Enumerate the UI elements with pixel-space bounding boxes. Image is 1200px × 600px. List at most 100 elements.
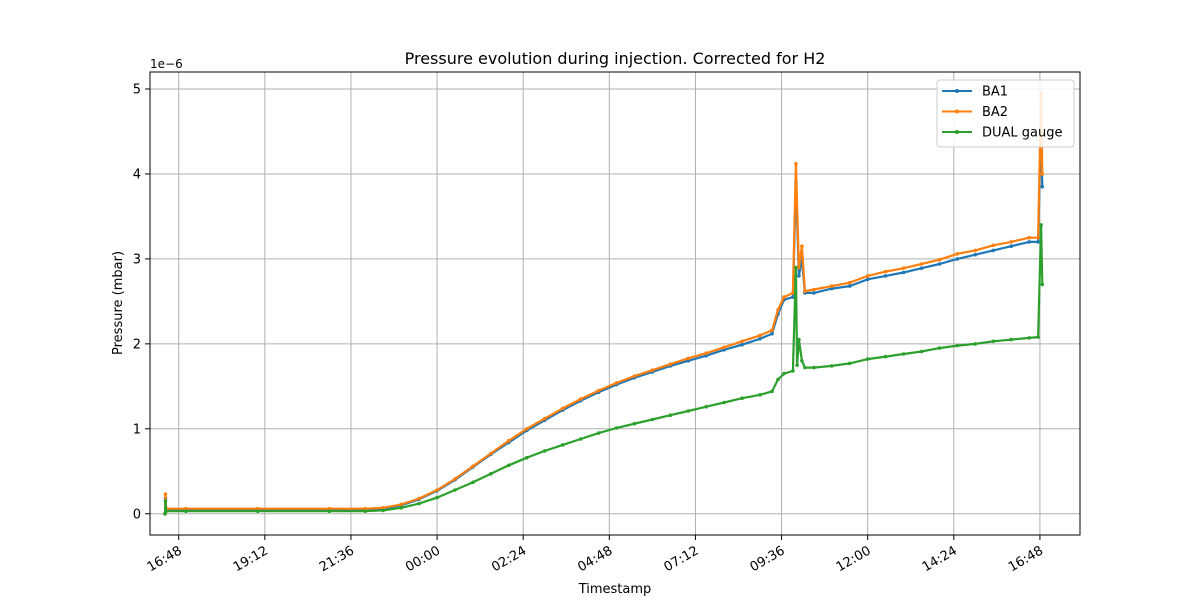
data-point: [1036, 240, 1040, 244]
data-point: [507, 463, 511, 468]
data-point: [632, 421, 637, 426]
data-point: [668, 413, 673, 418]
data-point: [542, 449, 547, 453]
data-point: [489, 451, 493, 456]
data-point: [740, 339, 744, 344]
data-point: [327, 509, 332, 513]
data-point: [758, 393, 762, 397]
legend-marker: [955, 130, 959, 134]
data-point: [973, 342, 978, 346]
data-point: [803, 365, 807, 370]
data-point: [847, 361, 852, 366]
data-point: [435, 488, 439, 492]
data-point: [614, 426, 619, 430]
data-point: [525, 455, 529, 460]
y-tick-label: 4: [133, 167, 141, 182]
legend: BA1 BA2 DUAL gauge: [936, 79, 1075, 148]
series-line: [163, 223, 1044, 514]
data-point: [865, 274, 870, 278]
data-point: [650, 368, 655, 373]
data-point: [363, 509, 368, 513]
data-point: [776, 377, 780, 382]
data-point: [399, 502, 404, 507]
y-tick-label: 1: [133, 422, 141, 437]
data-point: [812, 365, 816, 370]
data-point: [686, 356, 691, 361]
data-point: [740, 396, 744, 401]
data-point: [794, 162, 798, 166]
data-point: [1036, 335, 1040, 339]
data-point: [163, 499, 168, 503]
data-point: [1009, 240, 1013, 244]
data-point: [255, 506, 260, 511]
data-point: [791, 369, 795, 373]
data-point: [782, 371, 786, 376]
data-point: [596, 431, 601, 435]
data-point: [184, 509, 188, 513]
data-point: [883, 354, 888, 359]
data-point: [770, 328, 774, 333]
data-point: [797, 337, 801, 342]
data-point: [740, 342, 744, 347]
data-point: [1027, 336, 1031, 340]
data-point: [812, 287, 816, 292]
data-point: [991, 248, 996, 253]
data-point: [614, 381, 619, 385]
data-point: [525, 427, 529, 431]
data-point: [758, 333, 762, 338]
data-point: [1040, 184, 1045, 189]
data-point: [327, 506, 332, 511]
series-ba2: [163, 91, 1045, 516]
legend-label: BA1: [982, 85, 1008, 100]
data-point: [560, 443, 565, 447]
data-point: [722, 348, 726, 352]
data-point: [704, 404, 708, 409]
data-point: [1009, 337, 1013, 342]
data-point: [1040, 172, 1045, 176]
data-point: [363, 506, 368, 511]
data-point: [973, 252, 978, 257]
data-point: [722, 345, 726, 350]
data-point: [1009, 244, 1013, 248]
legend-marker: [955, 89, 959, 93]
data-point: [489, 472, 493, 476]
y-tick-label: 0: [133, 507, 141, 522]
data-point: [417, 501, 421, 506]
data-point: [758, 337, 762, 341]
series-dual-gauge: [163, 223, 1045, 516]
plot-frame: [149, 71, 1081, 536]
data-point: [542, 416, 547, 421]
data-point: [704, 353, 708, 358]
data-point: [776, 308, 780, 312]
data-point: [632, 374, 637, 378]
legend-label: BA2: [982, 105, 1008, 120]
data-point: [919, 262, 924, 266]
data-point: [883, 269, 888, 274]
y-axis: 0 1 2 3 4 5: [133, 82, 150, 522]
data-point: [381, 506, 386, 510]
data-point: [164, 509, 168, 513]
data-point: [471, 464, 475, 469]
y-tick-label: 2: [133, 337, 141, 352]
data-point: [578, 437, 583, 441]
data-point: [901, 352, 906, 356]
data-point: [770, 331, 774, 336]
data-point: [255, 509, 260, 513]
data-point: [791, 295, 795, 299]
data-point: [704, 351, 708, 356]
data-point: [973, 248, 978, 253]
data-point: [686, 359, 691, 363]
chart-title: Pressure evolution during injection. Cor…: [405, 49, 826, 68]
y-tick-label: 3: [133, 252, 141, 267]
data-point: [507, 438, 511, 443]
data-point: [797, 274, 801, 278]
data-point: [901, 270, 906, 275]
data-point: [847, 280, 852, 285]
legend-marker: [955, 109, 959, 114]
data-point: [399, 506, 404, 510]
data-point: [847, 284, 852, 288]
legend-label: DUAL gauge: [982, 126, 1063, 141]
data-point: [991, 339, 996, 344]
data-point: [883, 274, 888, 278]
